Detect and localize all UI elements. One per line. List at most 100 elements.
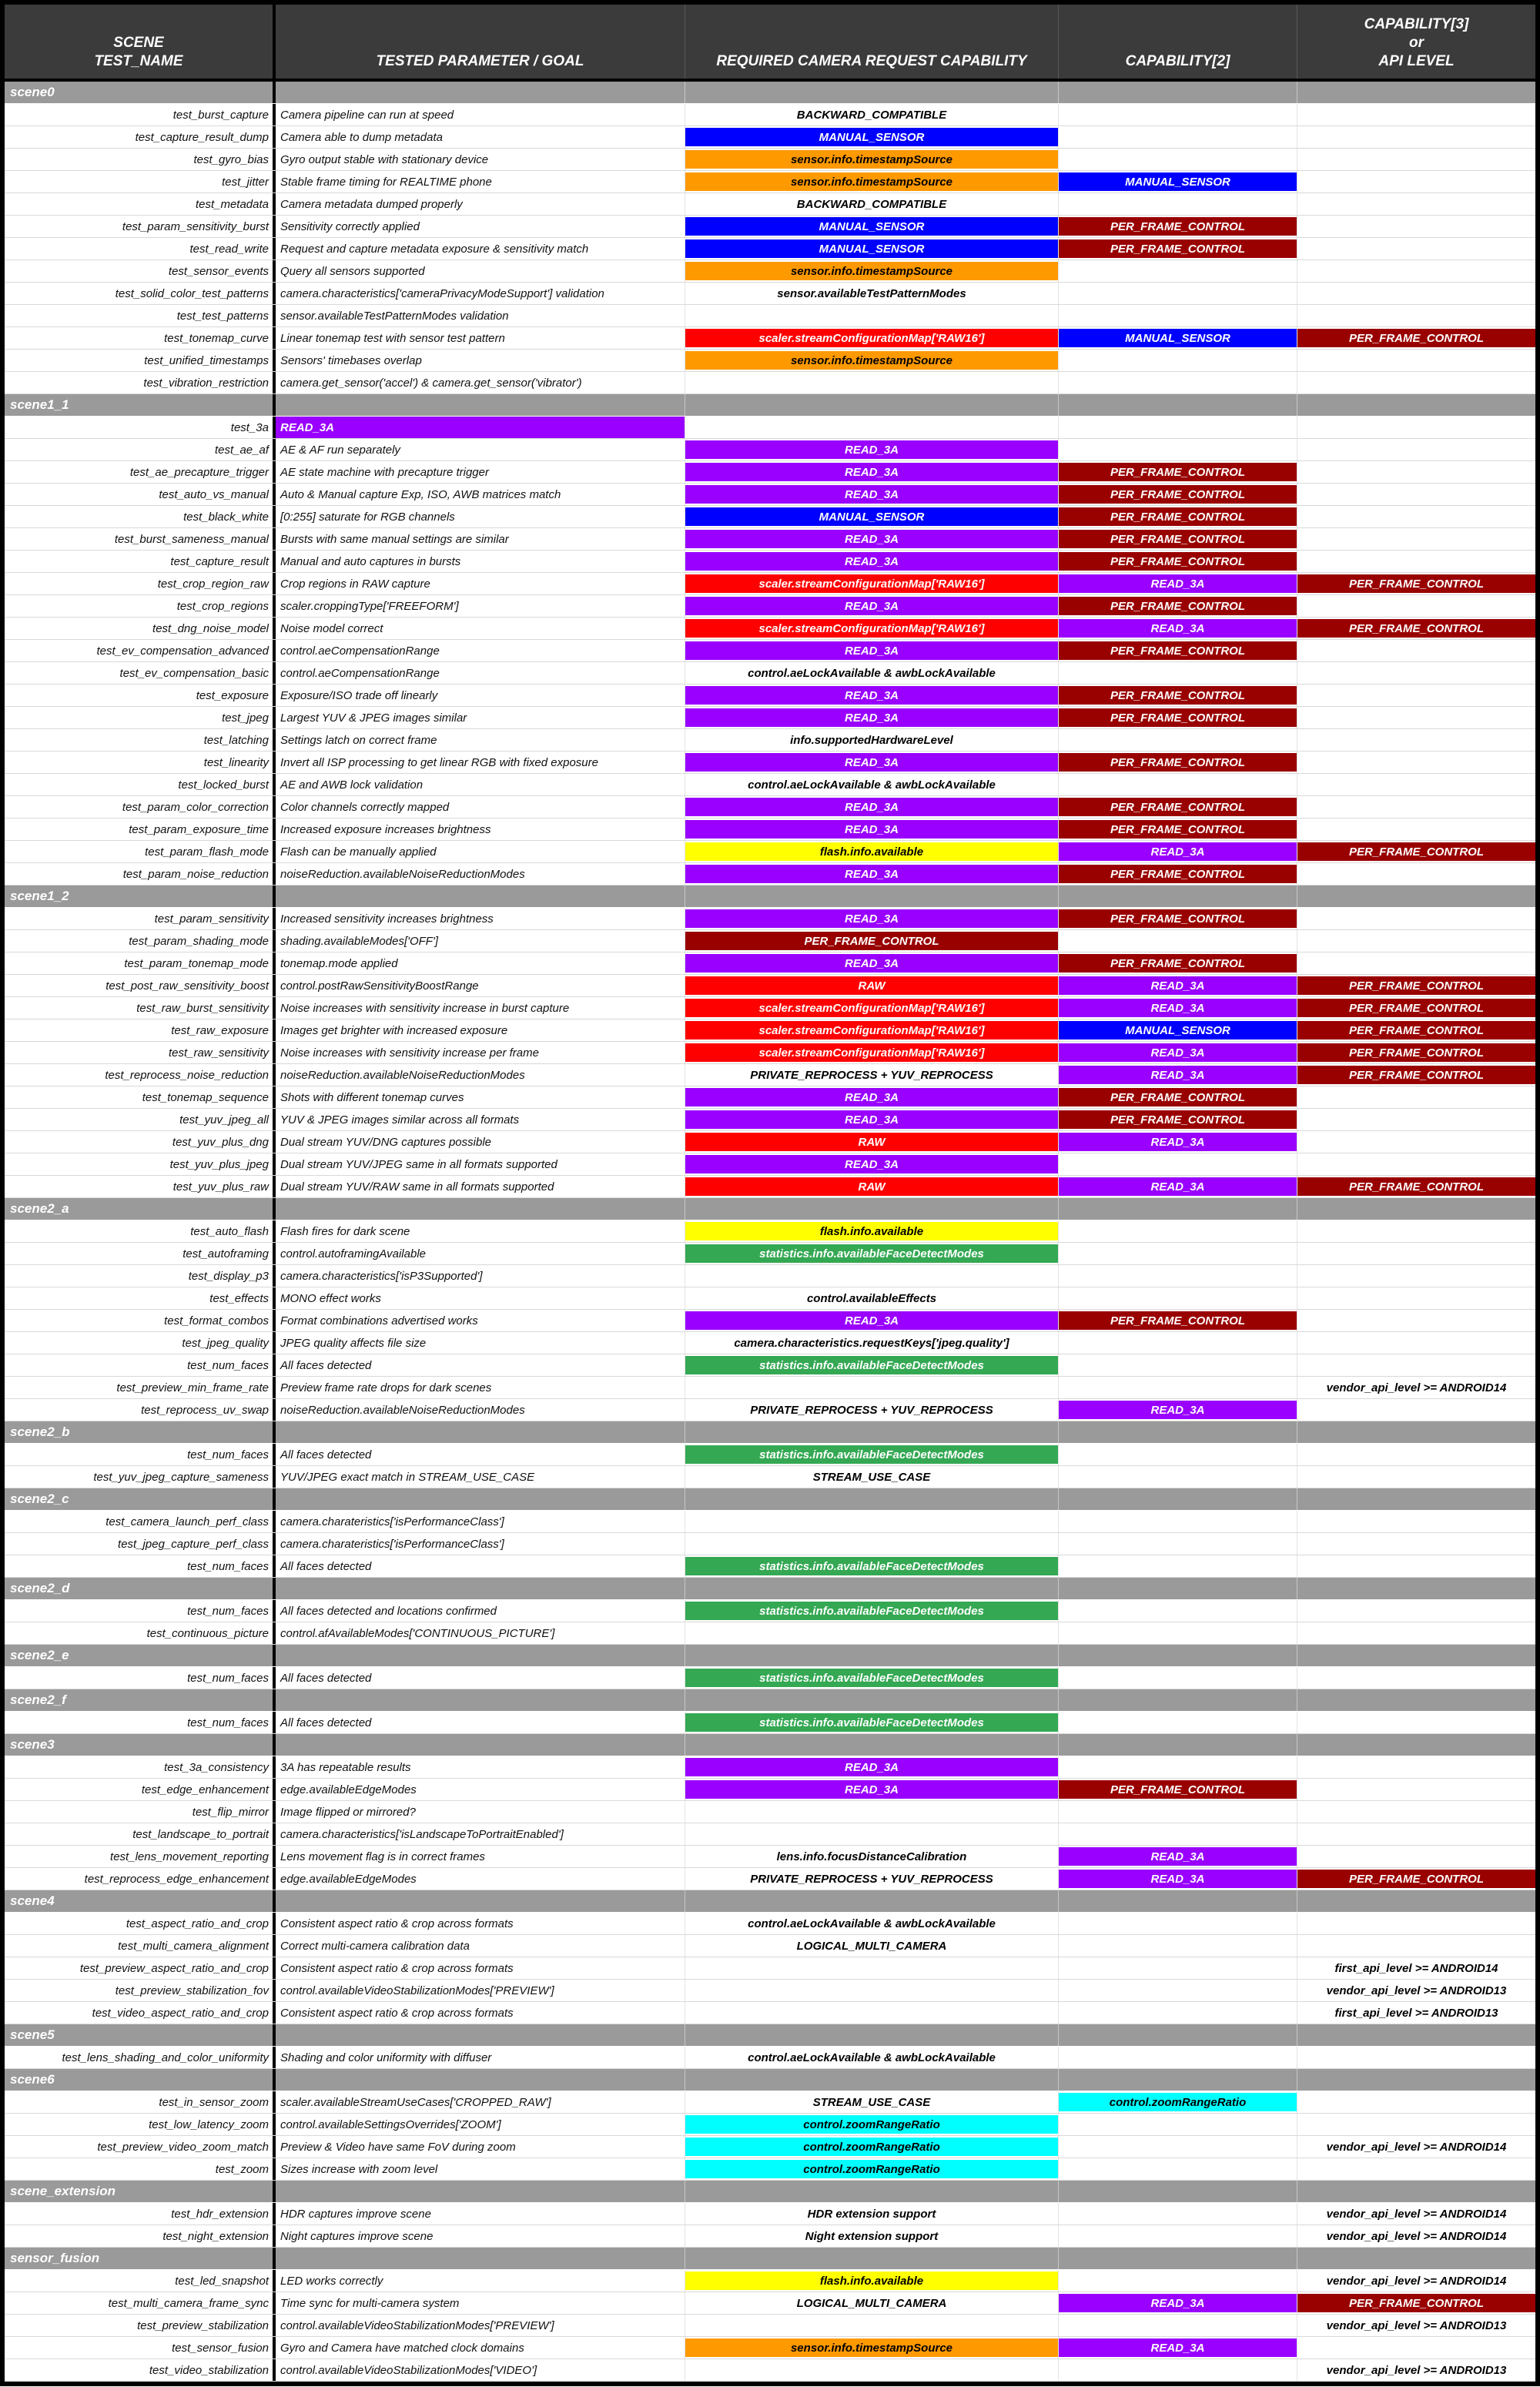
test-name: test_raw_burst_sensitivity <box>5 997 276 1019</box>
test-name: test_param_shading_mode <box>5 930 276 952</box>
table-row-test_lens_movement_reporting: test_lens_movement_reporting Lens movemen… <box>5 1846 1535 1868</box>
capability3-cell <box>1297 1332 1535 1354</box>
capability3-cell <box>1297 1109 1535 1130</box>
section-filler <box>276 1421 685 1443</box>
capability-chip: PRIVATE_REPROCESS + YUV_REPROCESS <box>750 1403 993 1417</box>
table-row-test_yuv_plus_jpeg: test_yuv_plus_jpeg Dual stream YUV/JPEG s… <box>5 1153 1535 1176</box>
capability3-cell <box>1297 1153 1535 1175</box>
table-row-test_raw_burst_sensitivity: test_raw_burst_sensitivity Noise increase… <box>5 997 1535 1019</box>
capability-chip: first_api_level >= ANDROID13 <box>1334 2006 1498 2020</box>
required-capability-cell: control.zoomRangeRatio <box>685 2158 1059 2180</box>
capability-chip: info.supportedHardwareLevel <box>790 733 953 747</box>
capability-chip: PER_FRAME_CONTROL <box>1059 954 1297 973</box>
capability2-cell <box>1059 1935 1297 1957</box>
test-name: test_param_noise_reduction <box>5 863 276 885</box>
capability-chip: PER_FRAME_CONTROL <box>1297 999 1535 1017</box>
test-name: test_num_faces <box>5 1667 276 1689</box>
section-filler <box>1059 1890 1297 1912</box>
capability3-cell <box>1297 1086 1535 1108</box>
capability-chip: statistics.info.availableFaceDetectModes <box>685 1445 1058 1464</box>
capability-chip: READ_3A <box>685 463 1058 481</box>
capability-chip: READ_3A <box>1059 574 1297 593</box>
capability-chip: PER_FRAME_CONTROL <box>1297 1870 1535 1888</box>
table-row-test_aspect_ratio_and_crop: test_aspect_ratio_and_crop Consistent asp… <box>5 1913 1535 1935</box>
section-label: scene2_d <box>5 1578 276 1599</box>
header-test-name-line: TEST_NAME <box>94 53 183 69</box>
test-name: test_landscape_to_portrait <box>5 1823 276 1845</box>
test-name: test_burst_sameness_manual <box>5 528 276 550</box>
capability2-cell <box>1059 1287 1297 1309</box>
capability2-cell: READ_3A <box>1059 1064 1297 1086</box>
capability3-cell: PER_FRAME_CONTROL <box>1297 2292 1535 2314</box>
required-capability-cell: PRIVATE_REPROCESS + YUV_REPROCESS <box>685 1399 1059 1421</box>
section-filler <box>1059 2248 1297 2269</box>
capability-chip: vendor_api_level >= ANDROID14 <box>1326 2207 1507 2221</box>
required-capability-cell <box>685 2002 1059 2024</box>
capability3-cell: vendor_api_level >= ANDROID14 <box>1297 2225 1535 2247</box>
test-name: test_jpeg_capture_perf_class <box>5 1533 276 1555</box>
required-capability-cell <box>685 1377 1059 1398</box>
capability3-cell: PER_FRAME_CONTROL <box>1297 327 1535 349</box>
capability-chip: READ_3A <box>1059 1066 1297 1084</box>
section-filler <box>1297 1645 1535 1666</box>
test-name: test_led_snapshot <box>5 2270 276 2292</box>
test-name: test_preview_min_frame_rate <box>5 1377 276 1398</box>
tested-parameter-goal: Largest YUV & JPEG images similar <box>276 707 685 728</box>
required-capability-cell: flash.info.available <box>685 841 1059 862</box>
capability-chip: PER_FRAME_CONTROL <box>1059 708 1297 727</box>
capability3-cell: PER_FRAME_CONTROL <box>1297 1176 1535 1197</box>
tested-parameter-goal: camera.characteristics['isLandscapeToPor… <box>276 1823 685 1845</box>
capability-chip: PER_FRAME_CONTROL <box>1059 507 1297 526</box>
table-row-test_multi_camera_alignment: test_multi_camera_alignment Correct multi… <box>5 1935 1535 1957</box>
capability-chip: scaler.streamConfigurationMap['RAW16'] <box>685 574 1058 593</box>
required-capability-cell: MANUAL_SENSOR <box>685 126 1059 148</box>
tested-parameter-goal: Invert all ISP processing to get linear … <box>276 752 685 773</box>
tested-parameter-goal: Shading and color uniformity with diffus… <box>276 2047 685 2068</box>
capability2-cell <box>1059 1243 1297 1264</box>
section-label: scene2_e <box>5 1645 276 1666</box>
capability2-cell <box>1059 2225 1297 2247</box>
capability-chip: sensor.info.timestampSource <box>685 2338 1058 2357</box>
capability3-cell <box>1297 126 1535 148</box>
capability-chip: READ_3A <box>1059 2294 1297 2312</box>
section-label: scene2_f <box>5 1689 276 1711</box>
capability3-cell <box>1297 1913 1535 1934</box>
table-row-test_reprocess_uv_swap: test_reprocess_uv_swap noiseReduction.ava… <box>5 1399 1535 1421</box>
capability-chip: PER_FRAME_CONTROL <box>1059 1110 1297 1129</box>
capability3-cell <box>1297 1712 1535 1733</box>
required-capability-cell: scaler.streamConfigurationMap['RAW16'] <box>685 573 1059 594</box>
tested-parameter-goal: All faces detected and locations confirm… <box>276 1600 685 1622</box>
capability2-cell: MANUAL_SENSOR <box>1059 171 1297 192</box>
capability2-cell <box>1059 1377 1297 1398</box>
capability2-cell <box>1059 350 1297 371</box>
tested-parameter-goal: [0:255] saturate for RGB channels <box>276 506 685 527</box>
section-filler <box>276 1578 685 1599</box>
tested-parameter-goal: scaler.croppingType['FREEFORM'] <box>276 595 685 617</box>
capability-chip: PER_FRAME_CONTROL <box>1297 619 1535 638</box>
capability-chip: lens.info.focusDistanceCalibration <box>776 1850 967 1863</box>
test-name: test_lens_movement_reporting <box>5 1846 276 1867</box>
section-header-scene_extension: scene_extension <box>5 2181 1535 2203</box>
capability2-cell: READ_3A <box>1059 618 1297 639</box>
capability-chip: PRIVATE_REPROCESS + YUV_REPROCESS <box>750 1872 993 1886</box>
table-row-test_burst_sameness_manual: test_burst_sameness_manual Bursts with sa… <box>5 528 1535 551</box>
header-tested-parameter: TESTED PARAMETER / GOAL <box>276 5 685 79</box>
capability3-cell <box>1297 551 1535 572</box>
section-filler <box>276 394 685 416</box>
tested-parameter-goal: control.availableVideoStabilizationModes… <box>276 1980 685 2001</box>
capability3-cell: PER_FRAME_CONTROL <box>1297 997 1535 1019</box>
test-name: test_solid_color_test_patterns <box>5 283 276 304</box>
capability3-cell <box>1297 305 1535 326</box>
capability-chip: STREAM_USE_CASE <box>812 1470 931 1484</box>
capability2-cell: PER_FRAME_CONTROL <box>1059 1779 1297 1800</box>
capability3-cell <box>1297 149 1535 170</box>
test-name: test_param_sensitivity_burst <box>5 216 276 237</box>
tested-parameter-goal: camera.get_sensor('accel') & camera.get_… <box>276 372 685 393</box>
test-name: test_crop_region_raw <box>5 573 276 594</box>
capability-chip: MANUAL_SENSOR <box>685 128 1058 146</box>
section-filler <box>1059 886 1297 907</box>
section-filler <box>1297 1578 1535 1599</box>
required-capability-cell: statistics.info.availableFaceDetectModes <box>685 1667 1059 1689</box>
table-row-test_vibration_restriction: test_vibration_restriction camera.get_sen… <box>5 372 1535 394</box>
capability-chip: READ_3A <box>1059 1133 1297 1151</box>
